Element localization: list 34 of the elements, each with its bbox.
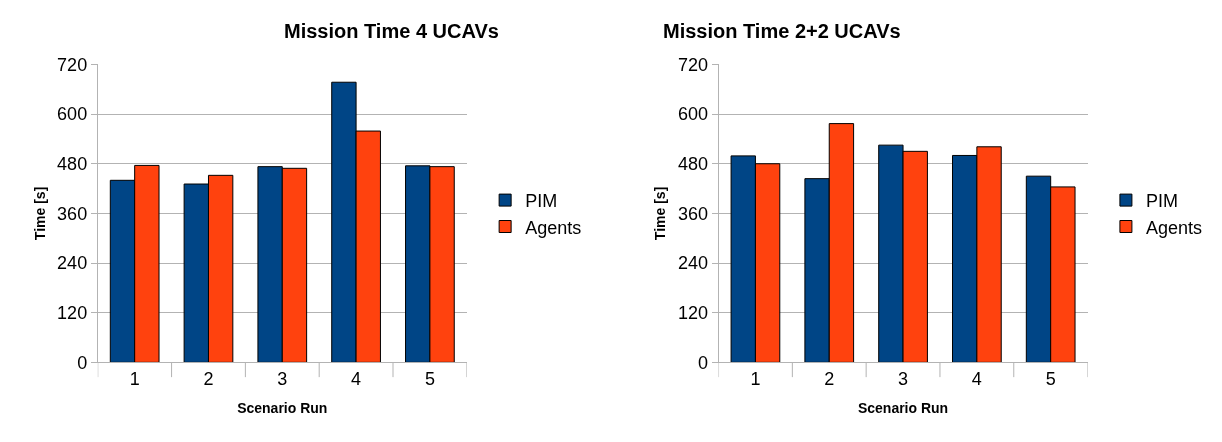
legend-label: Agents — [525, 217, 582, 238]
y-tick-label: 120 — [57, 303, 88, 324]
x-tick-label: 3 — [898, 368, 909, 389]
y-tick-label: 240 — [677, 253, 708, 274]
y-tick-label: 240 — [57, 253, 88, 274]
chart-title: Mission Time 2+2 UCAVs — [663, 20, 901, 42]
x-axis-title: Scenario Run — [237, 400, 328, 417]
y-tick-label: 720 — [677, 54, 708, 75]
x-tick-label: 1 — [750, 368, 761, 389]
x-tick-label: 1 — [129, 368, 140, 389]
y-axis-title: Time [s] — [652, 186, 669, 241]
y-tick-label: 360 — [57, 203, 88, 224]
x-tick-label: 3 — [277, 368, 288, 389]
y-tick-label: 120 — [677, 303, 708, 324]
chart-title: Mission Time 4 UCAVs — [284, 20, 499, 42]
y-tick-label: 0 — [697, 352, 708, 373]
y-tick-label: 480 — [57, 154, 88, 175]
x-tick-label: 4 — [351, 368, 362, 389]
x-tick-label: 2 — [203, 368, 214, 389]
legend-label: PIM — [525, 191, 558, 212]
y-tick-label: 720 — [57, 54, 88, 75]
y-tick-label: 600 — [57, 104, 88, 125]
y-axis-title: Time [s] — [31, 186, 48, 241]
x-tick-label: 5 — [1045, 368, 1056, 389]
y-tick-label: 480 — [677, 154, 708, 175]
y-tick-label: 0 — [77, 352, 88, 373]
y-tick-label: 360 — [677, 203, 708, 224]
x-tick-label: 2 — [824, 368, 835, 389]
x-tick-label: 5 — [424, 368, 435, 389]
legend-label: PIM — [1145, 191, 1178, 212]
legend-label: Agents — [1145, 217, 1202, 238]
y-tick-label: 600 — [677, 104, 708, 125]
x-axis-title: Scenario Run — [857, 400, 949, 417]
x-tick-label: 4 — [971, 368, 982, 389]
